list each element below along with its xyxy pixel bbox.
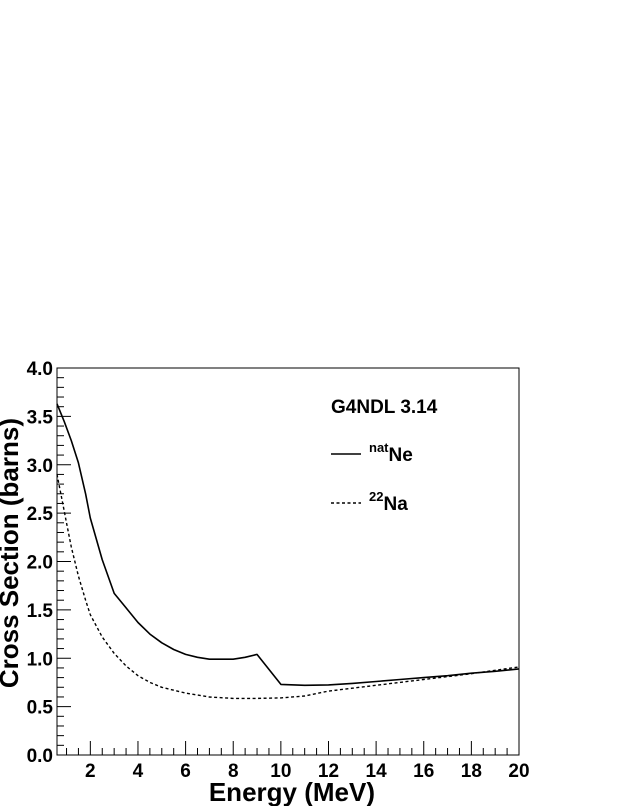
x-tick-label: 4 [133, 761, 144, 782]
y-tick-label: 4.0 [27, 359, 53, 380]
x-axis: 2 4 6 8 10 12 14 16 18 20 [66, 741, 530, 782]
x-axis-title: Energy (MeV) [209, 777, 375, 806]
x-tick-label: 20 [508, 761, 529, 782]
series-layer [56, 403, 520, 700]
y-axis: 0.0 0.5 1.0 1.5 2.0 2.5 3.0 3.5 4.0 [27, 359, 71, 767]
x-tick-label: 18 [461, 761, 482, 782]
x-tick-label: 16 [413, 761, 434, 782]
y-tick-label: 2.5 [27, 504, 54, 525]
y-axis-title: Cross Section (barns) [0, 418, 24, 688]
legend-label-22na: 22Na [369, 489, 408, 515]
y-tick-label: 1.5 [27, 601, 54, 622]
x-tick-label: 12 [318, 761, 339, 782]
y-tick-label: 0.5 [27, 698, 54, 719]
chart-title: G4NDL 3.14 [331, 397, 438, 418]
y-tick-label: 3.0 [27, 456, 53, 477]
series-nat-ne-line [56, 403, 520, 687]
x-tick-label: 8 [228, 761, 239, 782]
x-tick-label: 2 [85, 761, 96, 782]
x-tick-label: 14 [366, 761, 388, 782]
y-tick-label: 3.5 [27, 407, 54, 428]
x-tick-label: 10 [270, 761, 291, 782]
x-tick-label: 6 [180, 761, 191, 782]
y-tick-label: 2.0 [27, 553, 53, 574]
series-22na-line [56, 474, 520, 700]
y-tick-label: 1.0 [27, 649, 53, 670]
y-tick-label: 0.0 [27, 746, 53, 767]
legend-label-nat-ne: natNe [369, 440, 413, 466]
